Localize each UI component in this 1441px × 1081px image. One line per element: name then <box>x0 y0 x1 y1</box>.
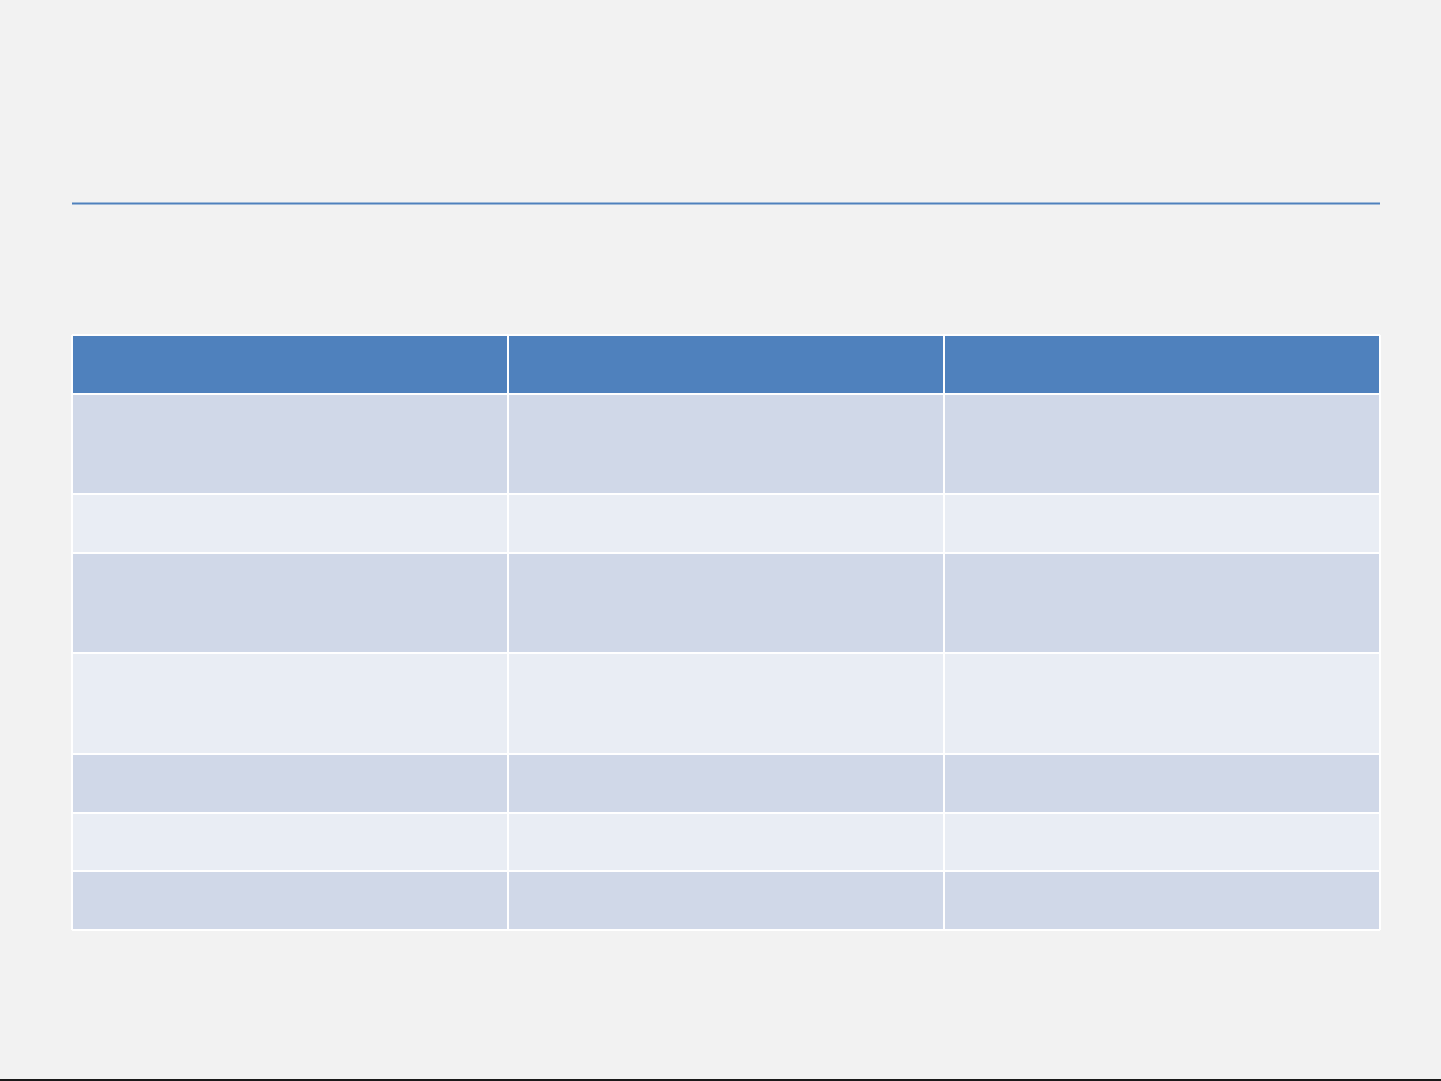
table <box>71 334 1381 931</box>
row <box>72 653 1380 754</box>
row <box>72 754 1380 813</box>
header-row <box>72 336 1380 393</box>
row <box>72 813 1380 871</box>
row <box>72 494 1380 553</box>
row <box>72 871 1380 930</box>
row <box>72 393 1380 494</box>
bottom-edge <box>0 1079 1441 1081</box>
row <box>72 553 1380 653</box>
